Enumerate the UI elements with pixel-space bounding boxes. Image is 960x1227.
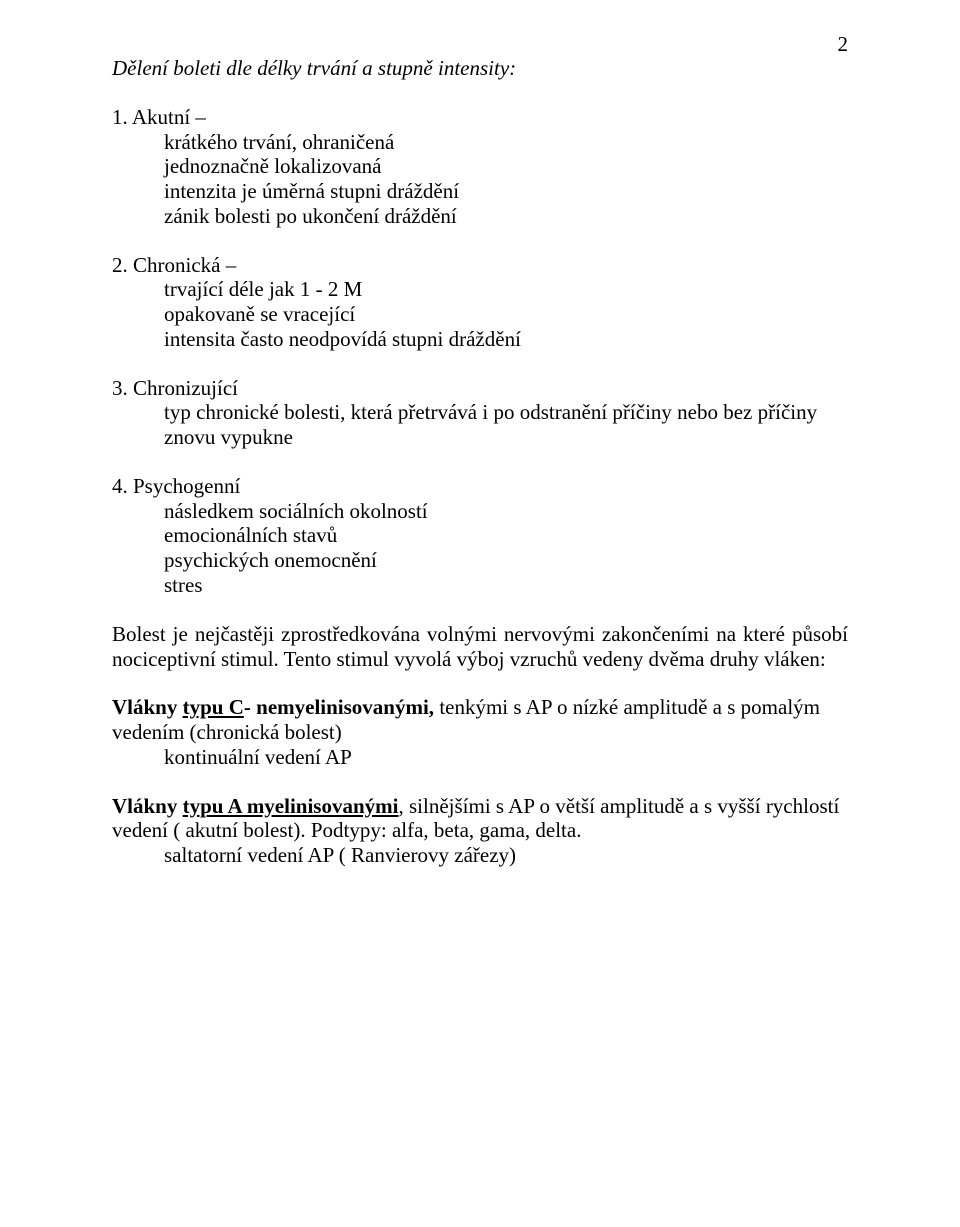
fiber-a-postb: myelinisovanými	[242, 794, 399, 818]
fiber-c-sub: kontinuální vedení AP	[112, 745, 848, 770]
item-4-head: 4. Psychogenní	[112, 474, 848, 499]
item-2-line: trvající déle jak 1 - 2 M	[164, 277, 848, 302]
item-4-line: emocionálních stavů	[164, 523, 848, 548]
item-3-body: typ chronické bolesti, která přetrvává i…	[112, 400, 848, 450]
item-1-head: 1. Akutní –	[112, 105, 848, 130]
item-1-line: krátkého trvání, ohraničená	[164, 130, 848, 155]
section-title: Dělení boleti dle délky trvání a stupně …	[112, 56, 848, 81]
item-2-line: opakovaně se vracející	[164, 302, 848, 327]
fiber-a-heading: Vlákny typu A myelinisovanými, silnějším…	[112, 794, 848, 844]
item-1-line: jednoznačně lokalizovaná	[164, 154, 848, 179]
item-1-line: intenzita je úměrná stupni dráždění	[164, 179, 848, 204]
item-3-head: 3. Chronizující	[112, 376, 848, 401]
item-2-body: trvající déle jak 1 - 2 M opakovaně se v…	[112, 277, 848, 351]
item-2-head: 2. Chronická –	[112, 253, 848, 278]
fiber-c-heading: Vlákny typu C- nemyelinisovanými, tenkým…	[112, 695, 848, 745]
fiber-a-sub: saltatorní vedení AP ( Ranvierovy zářezy…	[112, 843, 848, 868]
item-3-line: typ chronické bolesti, která přetrvává i…	[164, 400, 848, 450]
item-4-line: následkem sociálních okolností	[164, 499, 848, 524]
fiber-a-type: typu A	[183, 794, 242, 818]
fiber-a-pre: Vlákny	[112, 794, 183, 818]
page-number: 2	[838, 32, 849, 57]
item-4-body: následkem sociálních okolností emocionál…	[112, 499, 848, 598]
body-paragraph: Bolest je nejčastěji zprostředkována vol…	[112, 622, 848, 672]
fiber-c-pre: Vlákny	[112, 695, 183, 719]
fiber-c-type: typu C	[183, 695, 244, 719]
item-4-line: stres	[164, 573, 848, 598]
fiber-c-postb: - nemyelinisovanými,	[244, 695, 434, 719]
item-1-body: krátkého trvání, ohraničená jednoznačně …	[112, 130, 848, 229]
item-1-line: zánik bolesti po ukončení dráždění	[164, 204, 848, 229]
item-4-line: psychických onemocnění	[164, 548, 848, 573]
item-2-line: intensita často neodpovídá stupni dráždě…	[164, 327, 848, 352]
document-page: 2 Dělení boleti dle délky trvání a stupn…	[0, 0, 960, 1227]
